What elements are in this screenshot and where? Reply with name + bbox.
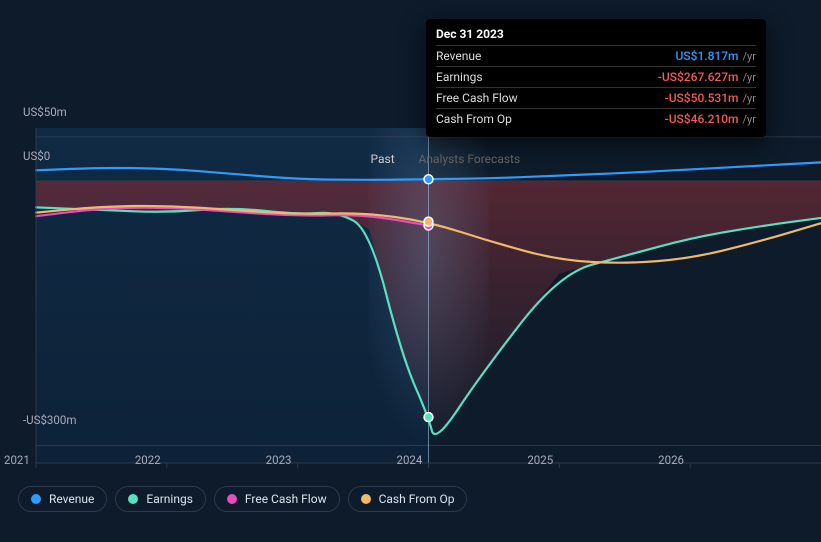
legend-item[interactable]: Revenue [18, 486, 107, 512]
x-tick-label: 2024 [397, 453, 423, 467]
tooltip-row-label: Free Cash Flow [436, 91, 536, 105]
legend: Revenue Earnings Free Cash Flow Cash From O… [18, 486, 467, 512]
tooltip-row-unit: /yr [743, 71, 756, 84]
legend-swatch [31, 494, 41, 504]
legend-item[interactable]: Earnings [115, 486, 206, 512]
tooltip-row-value: -US$267.627m [658, 70, 739, 84]
tooltip-row-unit: /yr [743, 50, 756, 63]
tooltip-row-value: -US$46.210m [665, 112, 739, 126]
tooltip-row-label: Earnings [436, 70, 536, 84]
y-tick-label: -US$300m [23, 413, 76, 427]
tooltip-row-value: US$1.817m [676, 49, 739, 63]
tooltip-row: Free Cash Flow -US$50.531m/yr [436, 87, 756, 108]
legend-item[interactable]: Cash From Op [348, 486, 468, 512]
tooltip-row: Revenue US$1.817m/yr [436, 45, 756, 66]
legend-swatch [128, 494, 138, 504]
x-tick-label: 2022 [135, 453, 161, 467]
legend-label: Cash From Op [379, 492, 455, 506]
past-label: Past [371, 152, 395, 166]
x-tick-label: 2023 [266, 453, 292, 467]
y-tick-label: US$0 [23, 149, 50, 163]
tooltip-row-label: Revenue [436, 49, 536, 63]
x-tick-label: 2025 [527, 453, 553, 467]
forecast-label: Analysts Forecasts [419, 152, 521, 166]
legend-label: Earnings [146, 492, 193, 506]
tooltip: Dec 31 2023 Revenue US$1.817m/yr Earnings -… [426, 19, 766, 137]
y-tick-label: US$50m [23, 105, 67, 119]
legend-label: Free Cash Flow [245, 492, 327, 506]
legend-item[interactable]: Free Cash Flow [214, 486, 340, 512]
tooltip-row-unit: /yr [743, 113, 756, 126]
legend-label: Revenue [49, 492, 94, 506]
tooltip-row: Earnings -US$267.627m/yr [436, 66, 756, 87]
tooltip-row-label: Cash From Op [436, 112, 536, 126]
x-tick-label: 2026 [658, 453, 684, 467]
legend-swatch [227, 494, 237, 504]
tooltip-row-value: -US$50.531m [665, 91, 739, 105]
tooltip-date: Dec 31 2023 [436, 27, 756, 45]
tooltip-row: Cash From Op -US$46.210m/yr [436, 108, 756, 129]
x-tick-label: 2021 [4, 453, 30, 467]
legend-swatch [361, 494, 371, 504]
tooltip-row-unit: /yr [743, 92, 756, 105]
